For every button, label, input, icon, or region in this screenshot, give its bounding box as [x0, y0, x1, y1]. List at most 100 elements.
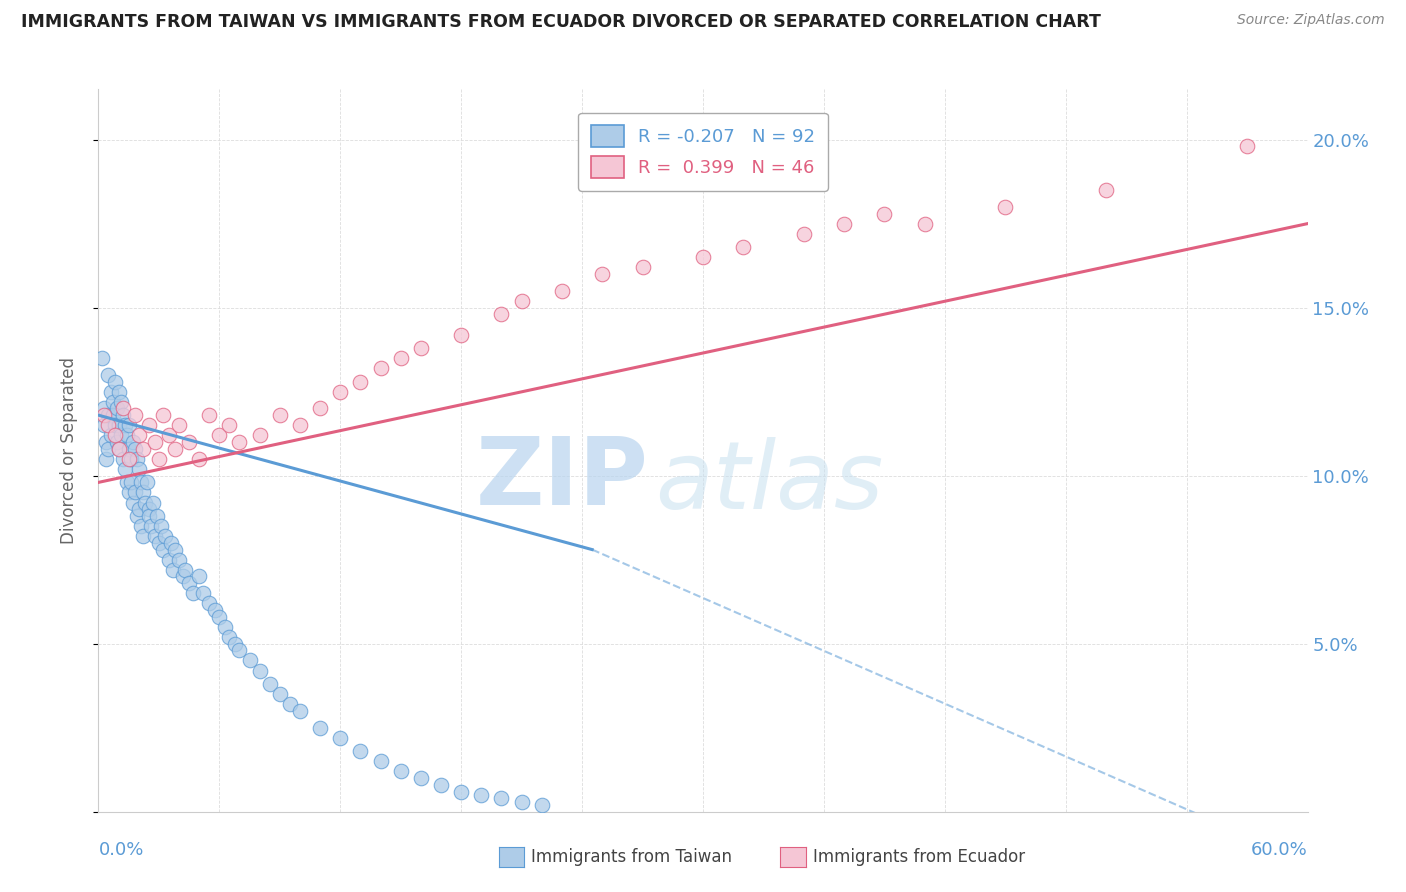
Point [97, 368, 120, 382]
Point [160, 536, 183, 550]
Point [163, 542, 186, 557]
Text: 0.0%: 0.0% [98, 840, 143, 859]
Point [1095, 183, 1118, 197]
Text: ZIP: ZIP [475, 434, 648, 525]
Point [115, 475, 138, 490]
Point [692, 250, 714, 264]
Point [129, 519, 152, 533]
Point [510, 795, 533, 809]
Point [389, 764, 412, 779]
Y-axis label: Divorced or Separated: Divorced or Separated [59, 357, 77, 544]
Point [631, 260, 654, 275]
Point [96, 451, 118, 466]
Point [110, 394, 132, 409]
Point [124, 485, 146, 500]
Point [138, 418, 160, 433]
Point [103, 428, 125, 442]
Point [124, 408, 146, 422]
Point [157, 428, 180, 442]
Point [329, 731, 352, 745]
Point [793, 227, 815, 241]
Point [124, 442, 146, 456]
Point [228, 435, 250, 450]
Point [93, 418, 115, 433]
Text: 60.0%: 60.0% [1251, 840, 1308, 859]
Text: Source: ZipAtlas.com: Source: ZipAtlas.com [1237, 13, 1385, 28]
Point [259, 677, 281, 691]
Point [349, 744, 371, 758]
Point [208, 428, 231, 442]
Point [115, 428, 138, 442]
Point [153, 529, 176, 543]
Point [218, 630, 240, 644]
Point [107, 442, 129, 456]
Point [914, 217, 936, 231]
Point [288, 418, 311, 433]
Point [224, 637, 246, 651]
Point [491, 307, 513, 321]
Point [143, 435, 166, 450]
Point [152, 542, 174, 557]
Point [143, 529, 166, 543]
Point [167, 552, 190, 566]
Point [103, 418, 125, 433]
Point [120, 451, 142, 466]
Point [873, 206, 896, 220]
Point [491, 791, 513, 805]
Point [134, 495, 156, 509]
Point [97, 408, 120, 422]
Point [249, 428, 271, 442]
Point [269, 687, 291, 701]
Point [105, 401, 128, 416]
Point [128, 462, 150, 476]
Point [132, 442, 155, 456]
Point [389, 351, 412, 365]
Text: Immigrants from Ecuador: Immigrants from Ecuador [813, 848, 1025, 866]
Point [162, 563, 184, 577]
Point [188, 451, 211, 466]
Point [139, 519, 162, 533]
Point [111, 451, 134, 466]
Point [309, 401, 332, 416]
Point [111, 401, 134, 416]
Legend: R = -0.207   N = 92, R =  0.399   N = 46: R = -0.207 N = 92, R = 0.399 N = 46 [578, 112, 828, 191]
Point [269, 408, 291, 422]
Text: atlas: atlas [655, 437, 883, 528]
Text: Immigrants from Taiwan: Immigrants from Taiwan [531, 848, 733, 866]
Point [193, 586, 215, 600]
Point [450, 327, 472, 342]
Point [101, 394, 124, 409]
Point [128, 502, 150, 516]
Point [591, 267, 613, 281]
Point [329, 384, 352, 399]
Point [174, 563, 197, 577]
Point [138, 502, 160, 516]
Point [204, 603, 226, 617]
Point [198, 596, 221, 610]
Point [101, 408, 124, 422]
Point [97, 442, 120, 456]
Point [172, 569, 194, 583]
Point [167, 418, 190, 433]
Text: IMMIGRANTS FROM TAIWAN VS IMMIGRANTS FROM ECUADOR DIVORCED OR SEPARATED CORRELAT: IMMIGRANTS FROM TAIWAN VS IMMIGRANTS FRO… [21, 13, 1101, 31]
Point [157, 552, 180, 566]
Point [96, 435, 118, 450]
Point [129, 475, 152, 490]
Point [118, 418, 141, 433]
Point [118, 485, 141, 500]
Point [132, 529, 155, 543]
Point [107, 384, 129, 399]
Point [288, 704, 311, 718]
Point [239, 653, 262, 667]
Point [551, 284, 574, 298]
Point [733, 240, 755, 254]
Point [93, 408, 115, 422]
Point [409, 341, 432, 355]
Point [152, 408, 174, 422]
Point [179, 576, 201, 591]
Point [309, 721, 332, 735]
Point [103, 375, 125, 389]
Point [100, 384, 122, 399]
Point [135, 475, 157, 490]
Point [142, 495, 165, 509]
